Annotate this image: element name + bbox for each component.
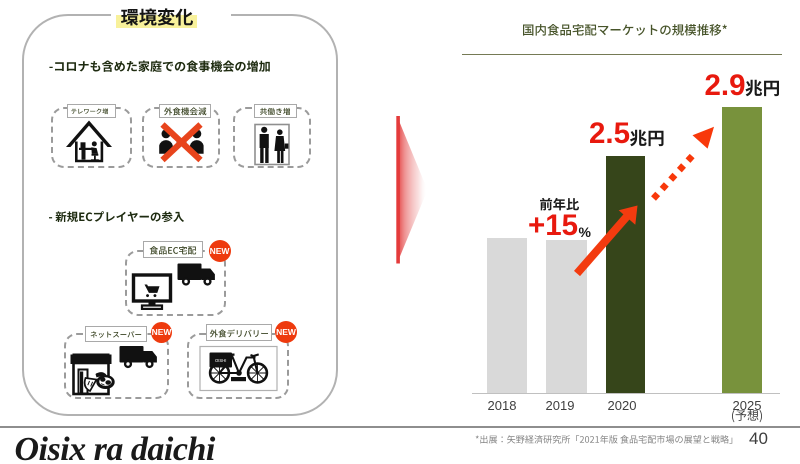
svg-text:OISHI: OISHI	[215, 358, 226, 363]
